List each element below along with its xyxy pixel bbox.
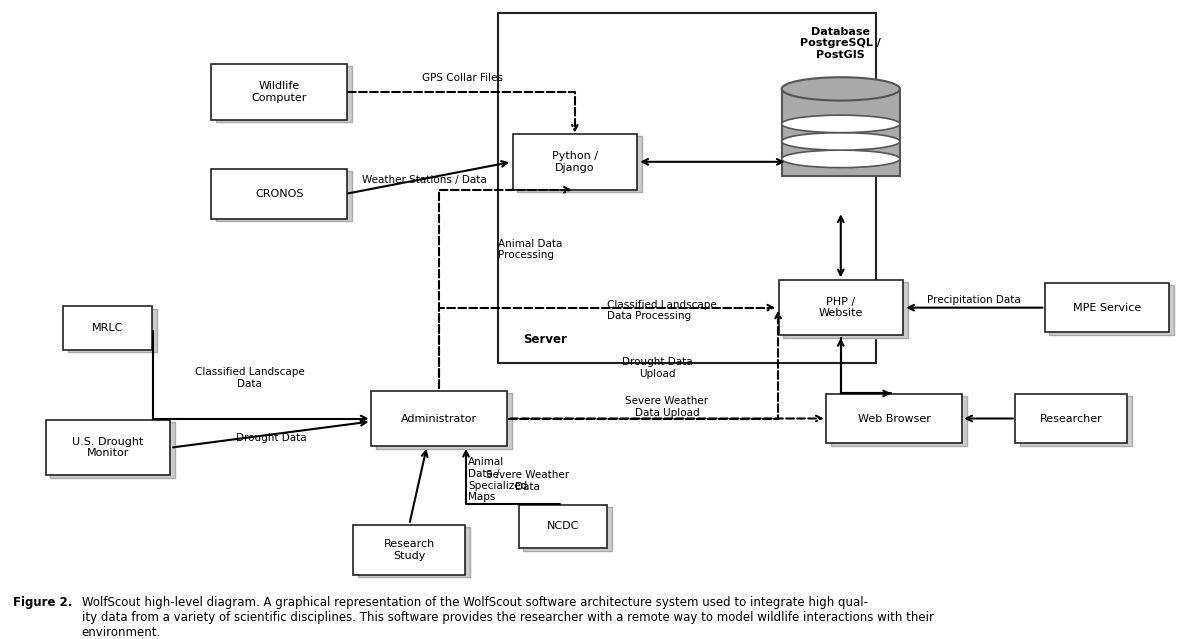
FancyBboxPatch shape bbox=[358, 527, 470, 577]
Ellipse shape bbox=[782, 77, 899, 100]
FancyBboxPatch shape bbox=[46, 420, 169, 475]
Text: Classified Landscape
Data Processing: Classified Landscape Data Processing bbox=[607, 300, 717, 321]
Ellipse shape bbox=[782, 150, 899, 167]
FancyBboxPatch shape bbox=[783, 282, 908, 337]
FancyBboxPatch shape bbox=[1045, 283, 1168, 332]
Text: Database
PostgreSQL /
PostGIS: Database PostgreSQL / PostGIS bbox=[800, 27, 882, 59]
FancyBboxPatch shape bbox=[353, 525, 466, 574]
FancyBboxPatch shape bbox=[779, 280, 903, 335]
Text: Severe Weather
Data Upload: Severe Weather Data Upload bbox=[626, 396, 709, 418]
FancyBboxPatch shape bbox=[513, 134, 636, 190]
FancyBboxPatch shape bbox=[69, 309, 156, 352]
FancyBboxPatch shape bbox=[216, 171, 352, 221]
FancyBboxPatch shape bbox=[376, 393, 512, 449]
Text: WolfScout high-level diagram. A graphical representation of the WolfScout softwa: WolfScout high-level diagram. A graphica… bbox=[82, 596, 934, 639]
FancyBboxPatch shape bbox=[518, 137, 641, 192]
Text: MRLC: MRLC bbox=[92, 323, 123, 333]
Text: Research
Study: Research Study bbox=[384, 539, 435, 560]
FancyBboxPatch shape bbox=[519, 505, 607, 548]
Text: Animal Data
Processing: Animal Data Processing bbox=[498, 238, 563, 260]
Text: PHP /
Website: PHP / Website bbox=[819, 297, 863, 318]
Text: Administrator: Administrator bbox=[401, 413, 476, 424]
Ellipse shape bbox=[782, 115, 899, 133]
FancyBboxPatch shape bbox=[64, 306, 152, 350]
FancyBboxPatch shape bbox=[1016, 394, 1127, 443]
FancyBboxPatch shape bbox=[1020, 396, 1132, 445]
Text: U.S. Drought
Monitor: U.S. Drought Monitor bbox=[72, 437, 143, 458]
Text: NCDC: NCDC bbox=[546, 521, 579, 532]
Text: Classified Landscape
Data: Classified Landscape Data bbox=[194, 367, 305, 389]
Text: Severe Weather
Data: Severe Weather Data bbox=[486, 470, 569, 492]
FancyBboxPatch shape bbox=[216, 66, 352, 122]
Ellipse shape bbox=[782, 133, 899, 150]
Text: Precipitation Data: Precipitation Data bbox=[928, 295, 1021, 305]
FancyBboxPatch shape bbox=[211, 64, 347, 119]
FancyBboxPatch shape bbox=[826, 394, 962, 443]
Bar bbox=[782, 89, 899, 176]
FancyBboxPatch shape bbox=[1050, 285, 1173, 335]
Text: Researcher: Researcher bbox=[1040, 413, 1103, 424]
Text: Wildlife
Computer: Wildlife Computer bbox=[251, 81, 307, 103]
Bar bbox=[498, 13, 876, 363]
FancyBboxPatch shape bbox=[51, 422, 174, 478]
FancyBboxPatch shape bbox=[371, 391, 507, 446]
Text: GPS Collar Files: GPS Collar Files bbox=[422, 73, 502, 84]
Text: CRONOS: CRONOS bbox=[255, 189, 303, 199]
Text: Web Browser: Web Browser bbox=[858, 413, 930, 424]
Text: Animal
Data /
Specialized
Maps: Animal Data / Specialized Maps bbox=[468, 458, 527, 502]
Text: Weather Stations / Data: Weather Stations / Data bbox=[363, 176, 487, 185]
FancyBboxPatch shape bbox=[831, 396, 967, 445]
Text: Drought Data: Drought Data bbox=[236, 433, 306, 443]
FancyBboxPatch shape bbox=[524, 507, 611, 551]
Text: Server: Server bbox=[524, 334, 568, 346]
Text: Drought Data
Upload: Drought Data Upload bbox=[622, 357, 693, 378]
Text: Figure 2.: Figure 2. bbox=[13, 596, 72, 610]
Text: MPE Service: MPE Service bbox=[1072, 303, 1141, 312]
FancyBboxPatch shape bbox=[211, 169, 347, 219]
Text: Python /
Django: Python / Django bbox=[552, 151, 597, 173]
